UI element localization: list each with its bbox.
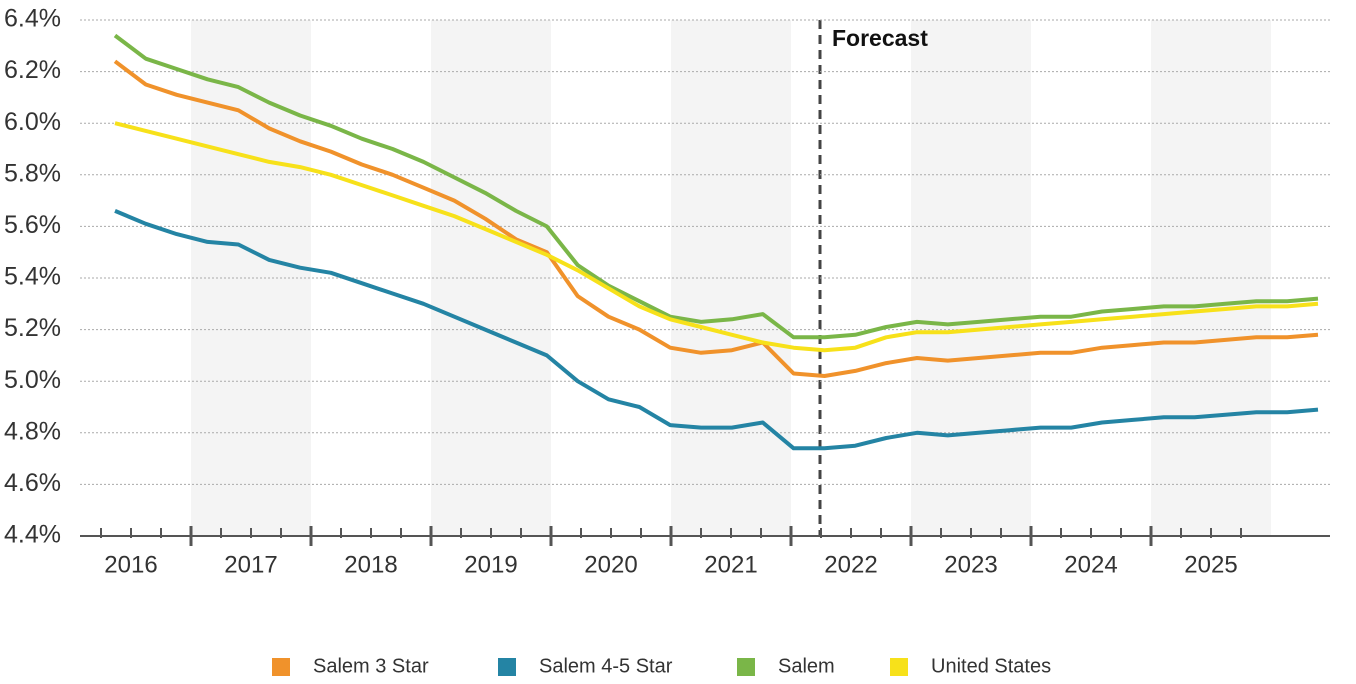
- legend-label: Salem 4-5 Star: [539, 655, 673, 677]
- legend-label: Salem: [778, 655, 835, 677]
- legend-swatch: [498, 658, 516, 676]
- y-tick-label: 5.6%: [4, 211, 61, 239]
- x-tick-label: 2023: [944, 551, 997, 578]
- x-tick-label: 2024: [1064, 551, 1117, 578]
- x-tick-label: 2018: [344, 551, 397, 578]
- legend-label: United States: [931, 655, 1051, 677]
- x-tick-label: 2022: [824, 551, 877, 578]
- legend-label: Salem 3 Star: [313, 655, 429, 677]
- y-tick-label: 6.0%: [4, 108, 61, 136]
- x-tick-label: 2020: [584, 551, 637, 578]
- x-tick-label: 2016: [104, 551, 157, 578]
- legend-swatch: [272, 658, 290, 676]
- y-tick-label: 5.8%: [4, 159, 61, 187]
- legend-swatch: [890, 658, 908, 676]
- y-tick-label: 6.4%: [4, 5, 61, 33]
- year-band: [671, 20, 791, 536]
- series-line: [113, 59, 1319, 378]
- y-tick-label: 6.2%: [4, 56, 61, 84]
- year-band: [1151, 20, 1271, 536]
- legend-swatch: [737, 658, 755, 676]
- series-line: [114, 121, 1319, 353]
- y-tick-label: 4.4%: [4, 521, 61, 549]
- x-tick-label: 2021: [704, 551, 757, 578]
- series-line: [113, 33, 1319, 340]
- y-tick-label: 4.6%: [4, 469, 61, 497]
- y-tick-label: 4.8%: [4, 417, 61, 445]
- y-tick-label: 5.2%: [4, 314, 61, 342]
- y-tick-label: 5.4%: [4, 263, 61, 291]
- year-bands: [191, 20, 1271, 536]
- series-line: [114, 209, 1319, 451]
- year-band: [431, 20, 551, 536]
- x-tick-label: 2025: [1184, 551, 1237, 578]
- forecast-label: Forecast: [832, 25, 928, 51]
- year-band: [191, 20, 311, 536]
- y-tick-label: 5.0%: [4, 366, 61, 394]
- x-tick-label: 2017: [224, 551, 277, 578]
- x-tick-label: 2019: [464, 551, 517, 578]
- year-band: [911, 20, 1031, 536]
